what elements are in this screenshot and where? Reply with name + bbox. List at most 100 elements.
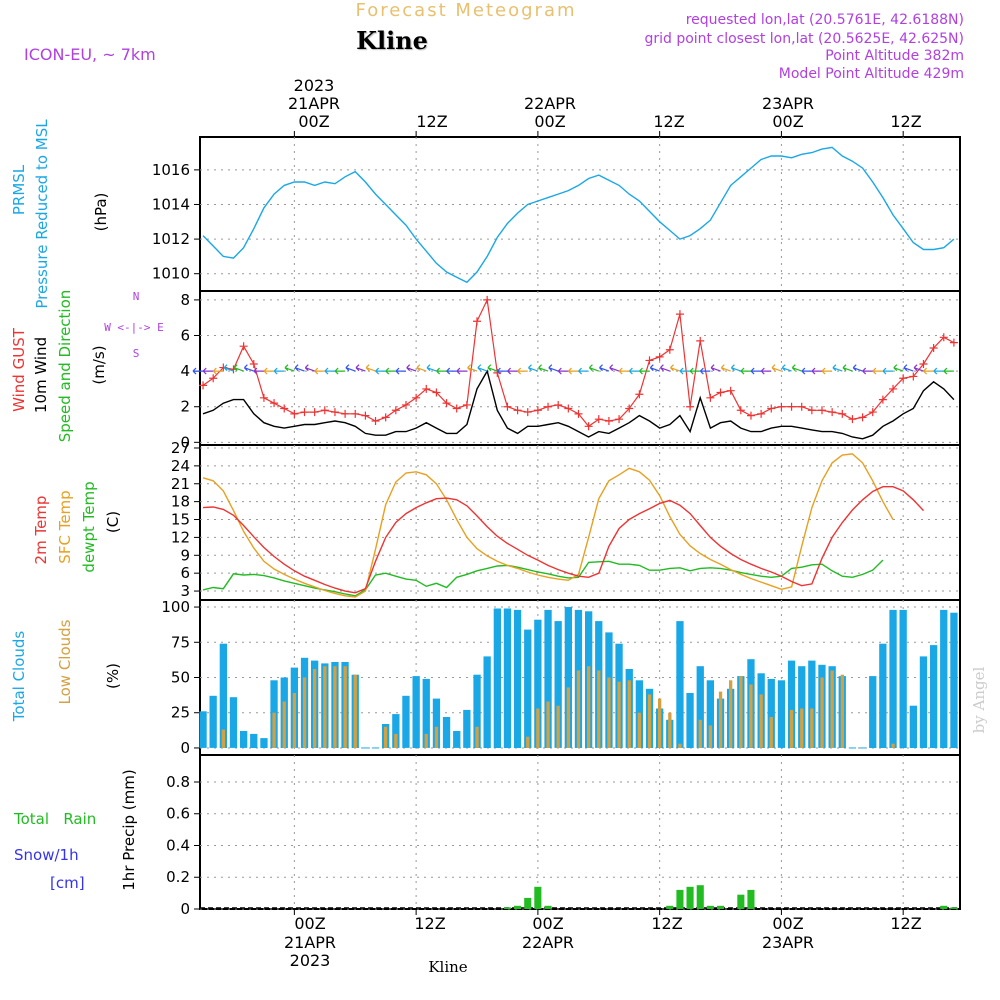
wind-dir-arrow-10 (294, 364, 305, 372)
gust-marker-5 (249, 359, 258, 368)
bottom-tick-1: 00Z (294, 914, 325, 933)
ytick-label-1-3: 6 (180, 327, 190, 345)
gust-marker-65 (858, 413, 867, 422)
gust-marker-50 (706, 393, 715, 402)
rain-bar-51 (717, 905, 725, 909)
ytick-label-2-0: 3 (180, 582, 190, 600)
gust-marker-30 (503, 402, 512, 411)
temp-label: 2m Temp (32, 496, 50, 565)
sfc-temp-line (202, 453, 894, 598)
gust-marker-66 (868, 408, 877, 417)
total-cloud-bar-33 (534, 619, 542, 748)
gust-marker-35 (554, 400, 563, 409)
gust-marker-6 (259, 393, 268, 402)
wind-dir-arrow-50 (699, 367, 711, 375)
gust-marker-52 (726, 386, 735, 395)
wind-dir-arrow-68 (882, 367, 894, 375)
top-date-2: 22APR (524, 94, 576, 113)
rain-bar-50 (706, 905, 714, 909)
total-cloud-bar-58 (787, 660, 796, 748)
gust-marker-64 (848, 415, 857, 424)
gust-marker-16 (361, 411, 370, 420)
gust-marker-53 (736, 406, 745, 415)
low-cloud-bar-9 (292, 693, 296, 748)
ytick-label-0-1: 1012 (152, 230, 190, 248)
total-cloud-bar-30 (503, 608, 512, 748)
gust-marker-69 (899, 374, 908, 383)
low-cloud-bar-54 (749, 684, 753, 748)
gust-marker-71 (919, 359, 928, 368)
rain-bar-31 (514, 905, 522, 909)
rain-bar-34 (544, 905, 552, 909)
wind-dir-arrow-13 (324, 367, 335, 375)
gust-marker-45 (655, 352, 664, 361)
gust-marker-32 (523, 408, 532, 417)
wind-dir-arrow-7 (263, 367, 275, 375)
ytick-label-3-2: 50 (171, 669, 190, 687)
wind-dir-arrow-2 (212, 367, 224, 375)
gust-marker-38 (584, 422, 593, 431)
low-cloud-bar-35 (556, 705, 560, 748)
total-cloud-bar-29 (493, 608, 501, 748)
low-cloud-bar-51 (718, 691, 723, 748)
bottom-date-2: 22APR (522, 933, 574, 952)
wind-dir-arrow-22 (416, 364, 427, 372)
gust-label: Wind GUST (10, 327, 28, 412)
gust-marker-42 (625, 404, 634, 413)
wind-dir-arrow-0 (192, 367, 204, 375)
total-cloud-bar-68 (889, 609, 897, 748)
top-tick-4: 12Z (653, 112, 684, 131)
wind-dir-arrow-26 (456, 367, 467, 375)
wind-dir-arrow-1 (202, 367, 214, 375)
total-cloud-bar-56 (767, 678, 775, 748)
wind-dir-arrow-15 (345, 364, 356, 372)
total-cloud-bar-73 (940, 609, 948, 748)
low-cloud-bar-44 (647, 694, 652, 748)
wind-dir-arrow-5 (243, 364, 254, 372)
total-cloud-bar-2 (219, 643, 227, 748)
rain-bar-54 (747, 889, 755, 909)
gust-marker-18 (381, 413, 390, 422)
wind-dir-arrow-62 (821, 367, 833, 375)
gust-marker-63 (838, 409, 847, 418)
gust-marker-1 (209, 374, 218, 383)
ytick-label-2-7: 24 (171, 457, 190, 475)
gust-marker-56 (767, 404, 776, 413)
gust-marker-23 (432, 388, 441, 397)
low-clouds-label: Low Clouds (56, 619, 74, 704)
total-cloud-bar-59 (798, 666, 806, 748)
total-cloud-bar-74 (950, 612, 958, 748)
compass-n: N (133, 290, 140, 303)
gust-marker-21 (412, 393, 421, 402)
ytick-label-3-0: 0 (180, 739, 190, 757)
wind-dir-arrow-64 (842, 364, 853, 372)
low-cloud-bar-38 (587, 666, 591, 748)
gust-marker-31 (513, 406, 522, 415)
low-cloud-bar-45 (658, 698, 662, 748)
gust-marker-59 (797, 402, 806, 411)
snow-unit: [cm] (50, 874, 85, 892)
total-cloud-bar-6 (260, 738, 268, 748)
gust-marker-8 (280, 404, 289, 413)
top-tick-1: 00Z (298, 112, 329, 131)
gust-marker-40 (604, 416, 613, 425)
ytick-label-2-4: 15 (171, 511, 190, 529)
wind-dir-arrow-71 (913, 364, 924, 372)
top-tick-6: 12Z (890, 112, 921, 131)
footer-location: Kline (428, 958, 467, 976)
wind-dir-arrow-45 (649, 364, 660, 372)
compass-s: S (133, 347, 140, 360)
ytick-label-0-2: 1014 (152, 195, 190, 213)
total-cloud-bar-69 (899, 609, 907, 748)
gust-marker-51 (716, 388, 725, 397)
low-cloud-bar-36 (566, 687, 570, 748)
low-cloud-bar-68 (891, 743, 895, 748)
prmsl-label: PRMSL (10, 164, 28, 215)
watermark: by Angel (970, 666, 988, 733)
gust-marker-10 (300, 408, 309, 417)
low-cloud-bar-42 (627, 680, 631, 748)
wind-dir-arrow-53 (730, 364, 742, 372)
requested-coords: requested lon,lat (20.5761E, 42.6188N) (686, 12, 964, 28)
ytick-label-3-4: 100 (161, 598, 190, 616)
